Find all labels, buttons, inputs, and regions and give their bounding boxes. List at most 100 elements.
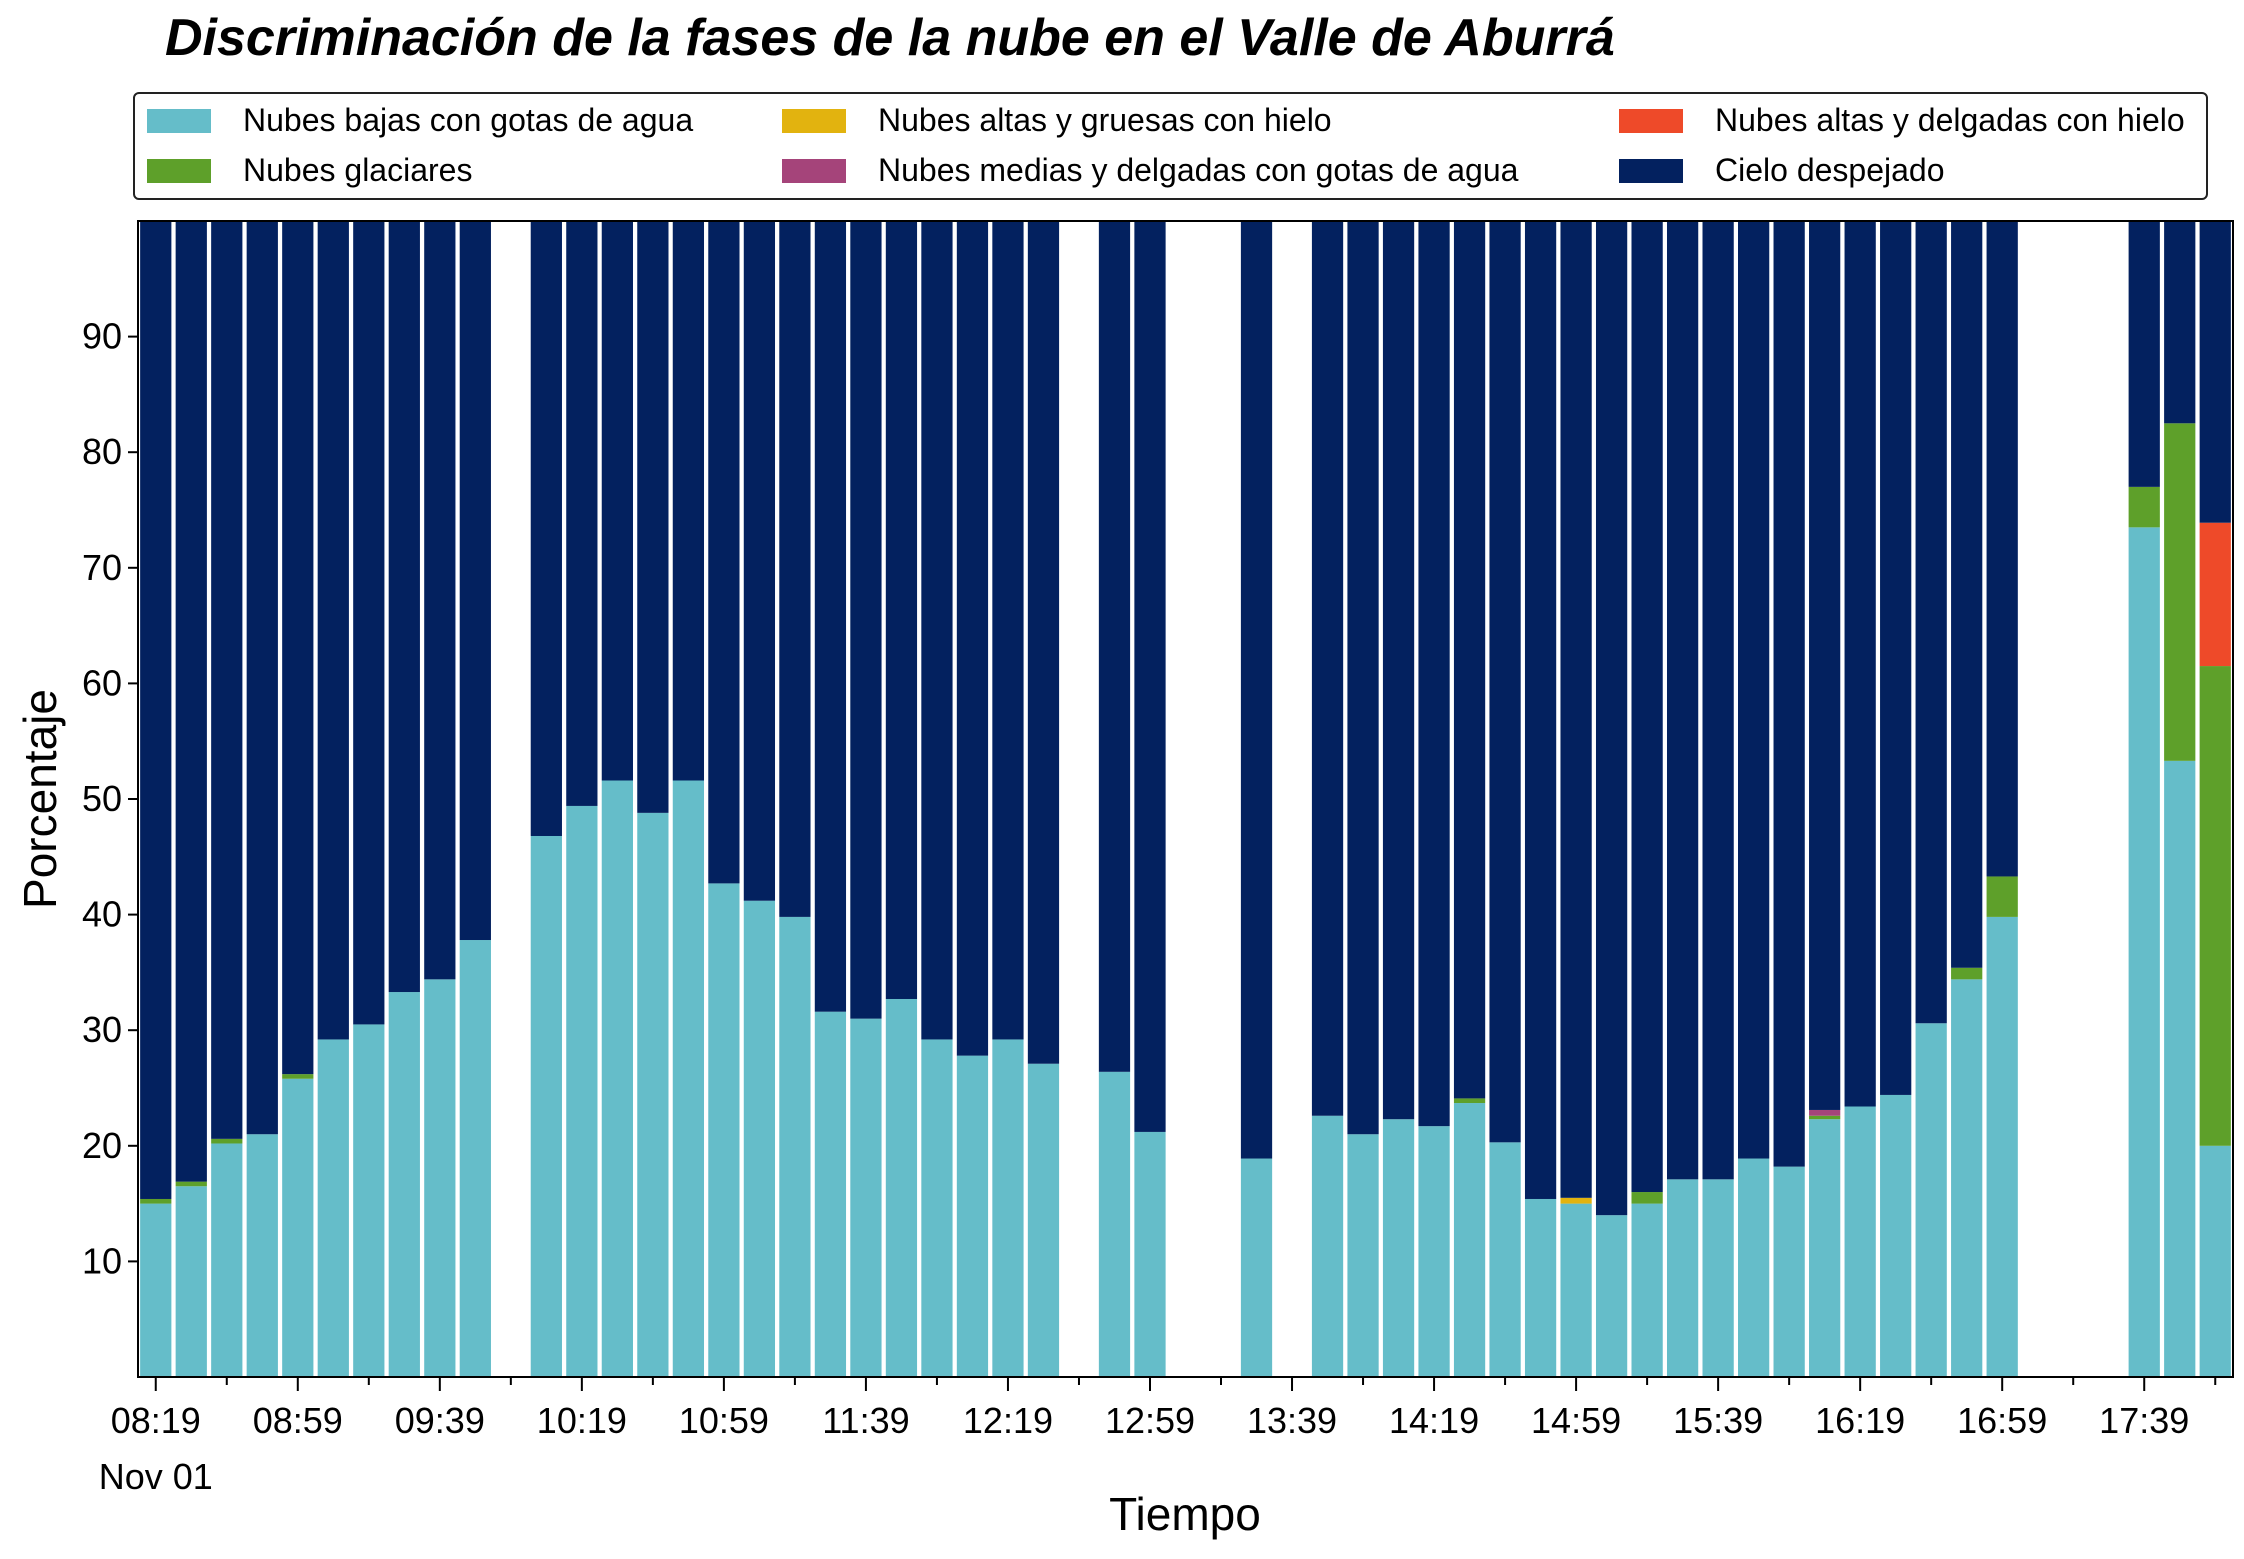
x-tick-label: 11:39 bbox=[822, 1400, 909, 1441]
bar-segment bbox=[1560, 1197, 1592, 1204]
bar-segment bbox=[1524, 1198, 1557, 1377]
bar-segment bbox=[814, 1011, 847, 1377]
legend-label: Nubes altas y delgadas con hielo bbox=[1715, 102, 2185, 138]
legend-label: Nubes glaciares bbox=[243, 152, 473, 188]
y-tick-label: 70 bbox=[82, 547, 122, 588]
bar-segment bbox=[353, 1024, 385, 1377]
bar-segment bbox=[2128, 221, 2160, 487]
x-tick-label: 09:39 bbox=[395, 1400, 485, 1441]
x-tick-label: 14:59 bbox=[1531, 1400, 1621, 1441]
legend-label: Cielo despejado bbox=[1715, 152, 1945, 188]
bar-segment bbox=[530, 835, 562, 1377]
bar-segment bbox=[779, 221, 811, 917]
bar-segment bbox=[1986, 876, 2018, 917]
y-tick-label: 90 bbox=[82, 316, 122, 357]
bar-segment bbox=[2199, 1145, 2231, 1377]
bar-segment bbox=[211, 1143, 243, 1377]
bar-segment bbox=[282, 221, 314, 1075]
bar-segment bbox=[637, 221, 669, 813]
bar-segment bbox=[708, 883, 740, 1377]
bar-segment bbox=[672, 221, 705, 781]
bar-segment bbox=[140, 1203, 172, 1377]
x-tick-label: 10:19 bbox=[537, 1400, 627, 1441]
bar-segment bbox=[1027, 1063, 1060, 1377]
bar-segment bbox=[779, 916, 811, 1377]
bar-segment bbox=[1098, 221, 1131, 1072]
bar-segment bbox=[1453, 1103, 1486, 1377]
bar-segment bbox=[1027, 221, 1060, 1064]
bar-segment bbox=[1311, 221, 1344, 1116]
bar-segment bbox=[850, 221, 882, 1019]
legend-swatch bbox=[782, 108, 846, 133]
bar-segment bbox=[1809, 1109, 1841, 1116]
legend-swatch bbox=[1619, 108, 1683, 133]
bar-segment bbox=[175, 1186, 207, 1377]
bar-segment bbox=[1347, 221, 1379, 1135]
bar-segment bbox=[246, 1134, 278, 1377]
bar-segment bbox=[1418, 221, 1450, 1127]
x-tick-label: 10:59 bbox=[679, 1400, 769, 1441]
bar-segment bbox=[814, 221, 847, 1012]
legend-swatch bbox=[782, 158, 846, 183]
bar-segment bbox=[1489, 1142, 1521, 1377]
bar-segment bbox=[211, 1138, 243, 1144]
x-date-label: Nov 01 bbox=[99, 1456, 213, 1497]
bar-segment bbox=[1631, 221, 1663, 1193]
bars-group bbox=[140, 221, 2231, 1377]
x-tick-label: 14:19 bbox=[1389, 1400, 1479, 1441]
y-tick-label: 50 bbox=[82, 778, 122, 819]
bar-segment bbox=[211, 221, 243, 1139]
legend-label: Nubes bajas con gotas de agua bbox=[243, 102, 694, 138]
bar-segment bbox=[2164, 221, 2196, 424]
x-tick-label: 13:39 bbox=[1247, 1400, 1337, 1441]
bar-segment bbox=[2164, 760, 2196, 1377]
bar-segment bbox=[459, 940, 491, 1377]
bar-segment bbox=[956, 1055, 989, 1377]
x-tick-label: 16:19 bbox=[1815, 1400, 1905, 1441]
bar-segment bbox=[2164, 423, 2196, 761]
legend-swatch bbox=[1619, 158, 1683, 183]
bar-segment bbox=[1240, 221, 1273, 1159]
y-axis-label: Porcentaje bbox=[14, 689, 66, 909]
bar-segment bbox=[637, 812, 669, 1377]
legend-item: Nubes altas y gruesas con hielo bbox=[782, 102, 1332, 139]
bar-segment bbox=[246, 221, 278, 1135]
bar-segment bbox=[672, 780, 705, 1377]
bar-segment bbox=[1773, 221, 1805, 1167]
bar-segment bbox=[1453, 221, 1486, 1099]
bar-segment bbox=[1986, 221, 2018, 877]
bar-segment bbox=[175, 1181, 207, 1187]
bar-segment bbox=[388, 992, 420, 1377]
chart-title: Discriminación de la fases de la nube en… bbox=[165, 9, 1615, 67]
x-axis-label: Tiempo bbox=[1109, 1488, 1261, 1540]
legend-swatch bbox=[147, 108, 211, 133]
bar-segment bbox=[1560, 221, 1592, 1198]
x-tick-label: 12:19 bbox=[963, 1400, 1053, 1441]
bar-segment bbox=[1809, 221, 1841, 1110]
x-tick-label: 08:19 bbox=[111, 1400, 201, 1441]
bar-segment bbox=[1844, 221, 1876, 1107]
x-tick-label: 08:59 bbox=[253, 1400, 343, 1441]
y-tick-label: 30 bbox=[82, 1009, 122, 1050]
bar-segment bbox=[1702, 221, 1734, 1180]
bar-segment bbox=[850, 1018, 882, 1377]
bar-segment bbox=[1631, 1192, 1663, 1204]
bar-segment bbox=[140, 1198, 172, 1204]
bar-segment bbox=[1489, 221, 1521, 1143]
bar-segment bbox=[1702, 1179, 1734, 1377]
bar-segment bbox=[1773, 1166, 1805, 1377]
bar-segment bbox=[885, 221, 918, 999]
bar-segment bbox=[992, 221, 1024, 1040]
bar-segment bbox=[530, 221, 562, 836]
bar-segment bbox=[601, 221, 633, 781]
bar-segment bbox=[424, 979, 456, 1377]
bar-segment bbox=[1134, 221, 1166, 1132]
bar-segment bbox=[743, 900, 776, 1377]
x-tick-label: 15:39 bbox=[1673, 1400, 1763, 1441]
bar-segment bbox=[1560, 1203, 1592, 1377]
x-tick-label: 12:59 bbox=[1105, 1400, 1195, 1441]
bar-segment bbox=[388, 221, 420, 993]
chart-legend: Nubes bajas con gotas de agua Nubes glaci… bbox=[133, 92, 2208, 200]
bar-segment bbox=[1382, 1119, 1415, 1377]
bar-segment bbox=[1880, 221, 1912, 1095]
